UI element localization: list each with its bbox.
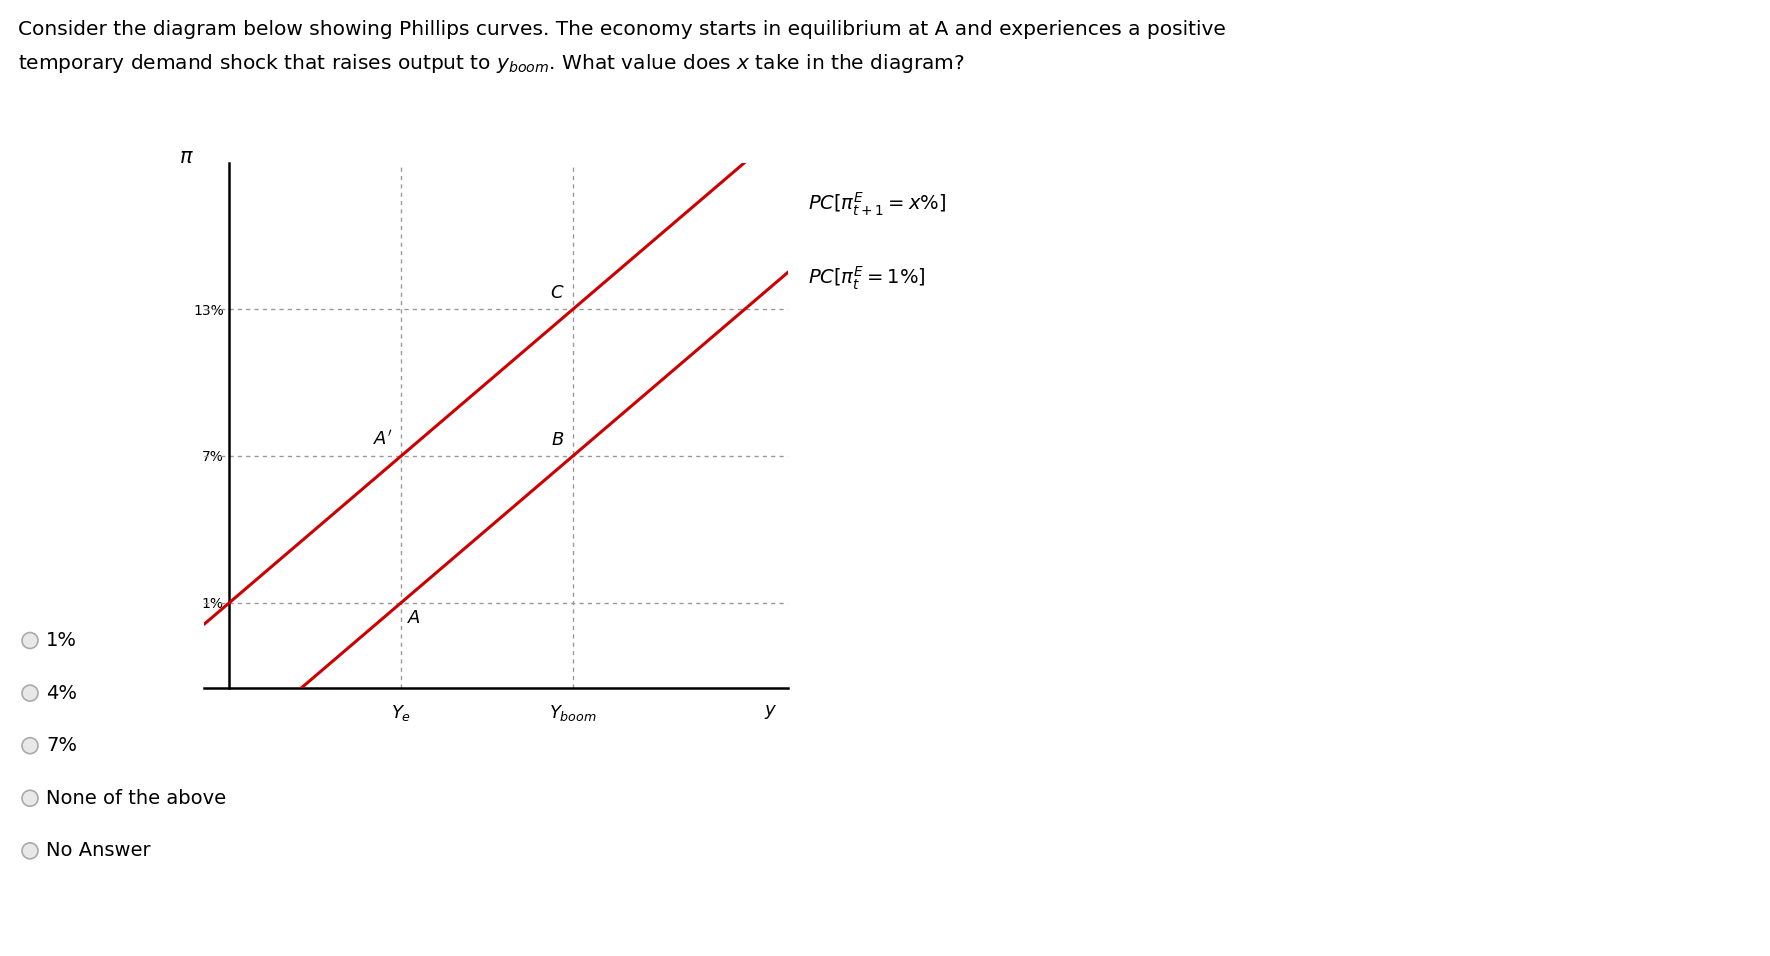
- Circle shape: [21, 843, 37, 858]
- Text: $A'$: $A'$: [373, 429, 393, 448]
- Circle shape: [21, 633, 37, 648]
- Text: $y$: $y$: [765, 703, 777, 721]
- Text: $Y_e$: $Y_e$: [391, 703, 411, 723]
- Circle shape: [21, 738, 37, 753]
- Text: $C$: $C$: [550, 284, 565, 302]
- Circle shape: [21, 791, 37, 806]
- Text: None of the above: None of the above: [46, 789, 227, 808]
- Text: $A$: $A$: [407, 609, 421, 627]
- Text: 1%: 1%: [46, 631, 78, 650]
- Text: Consider the diagram below showing Phillips curves. The economy starts in equili: Consider the diagram below showing Phill…: [18, 20, 1227, 39]
- Text: $Y_{boom}$: $Y_{boom}$: [549, 703, 596, 723]
- Text: No Answer: No Answer: [46, 841, 150, 860]
- Text: 4%: 4%: [46, 684, 78, 703]
- Text: $\pi$: $\pi$: [179, 147, 193, 167]
- Circle shape: [21, 685, 37, 701]
- Text: $PC[\pi^E_t = 1\%]$: $PC[\pi^E_t = 1\%]$: [807, 265, 926, 292]
- Text: $B$: $B$: [550, 430, 565, 448]
- Text: 7%: 7%: [46, 736, 78, 755]
- Text: temporary demand shock that raises output to $y_{boom}$. What value does $x$ tak: temporary demand shock that raises outpu…: [18, 52, 965, 75]
- Text: $PC[\pi^E_{t+1} = x\%]$: $PC[\pi^E_{t+1} = x\%]$: [807, 191, 945, 218]
